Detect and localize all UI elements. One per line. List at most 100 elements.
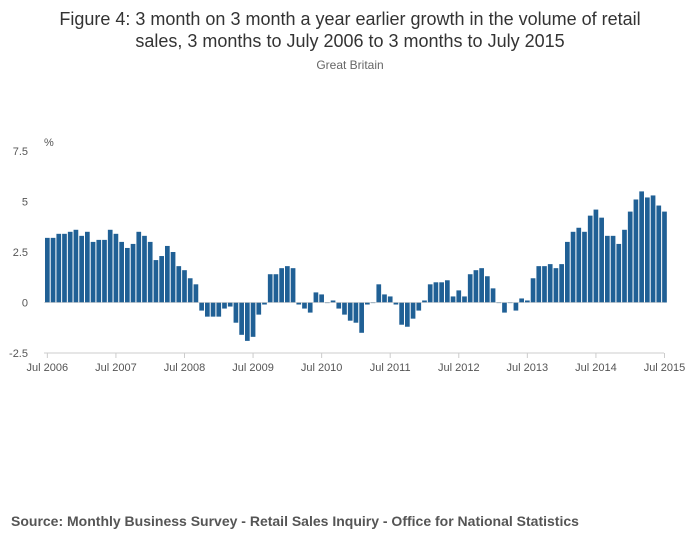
bar	[176, 266, 182, 303]
bar	[542, 266, 547, 303]
x-tick-label: Jul 2015	[644, 362, 686, 374]
bar	[393, 302, 399, 305]
bar	[405, 302, 410, 327]
bar	[439, 282, 444, 303]
x-tick-label: Jul 2014	[575, 362, 617, 374]
y-tick-label: 5	[22, 197, 28, 209]
bar	[227, 302, 233, 307]
bar	[193, 284, 199, 303]
bar	[256, 302, 262, 315]
bar	[565, 241, 570, 303]
bar	[456, 290, 462, 303]
bar	[462, 296, 467, 303]
x-tick-label: Jul 2009	[232, 362, 274, 374]
bar	[210, 302, 216, 317]
bar	[445, 280, 450, 303]
bar	[142, 235, 147, 303]
x-tick-label: Jul 2010	[301, 362, 343, 374]
bar	[616, 243, 622, 303]
chart-title: Figure 4: 3 month on 3 month a year earl…	[0, 8, 700, 52]
bar	[107, 229, 113, 303]
bar	[245, 302, 250, 341]
bar	[125, 247, 130, 303]
bar	[416, 302, 422, 311]
bar	[525, 300, 530, 303]
bar	[599, 217, 604, 303]
bar	[307, 302, 313, 313]
bar	[399, 302, 404, 325]
y-tick-label: 2.5	[13, 247, 28, 259]
bar	[267, 274, 273, 303]
bar	[450, 296, 456, 303]
bar	[262, 302, 267, 305]
x-tick-label: Jul 2013	[507, 362, 549, 374]
bar	[56, 233, 62, 303]
bar	[473, 270, 479, 303]
bar	[239, 302, 244, 335]
bar	[319, 294, 324, 303]
chart-title-line-1: Figure 4: 3 month on 3 month a year earl…	[59, 9, 641, 29]
bar	[610, 235, 616, 303]
bar	[633, 199, 639, 303]
bar	[502, 302, 507, 313]
bar	[365, 302, 370, 305]
y-tick-label: 7.5	[13, 146, 28, 158]
bar	[536, 266, 542, 303]
x-axis: Jul 2006 Jul 2007 Jul 2008 Jul 2009 Jul 2010…	[27, 352, 686, 374]
bar	[85, 231, 90, 303]
bar	[90, 241, 96, 303]
bar	[370, 302, 376, 304]
bar	[330, 300, 336, 303]
bar	[433, 282, 439, 303]
chart-title-line-2: sales, 3 months to July 2006 to 3 months…	[135, 31, 565, 51]
bar	[422, 300, 427, 303]
bar	[147, 241, 153, 303]
bar	[387, 296, 393, 303]
bar	[199, 302, 204, 311]
bar	[496, 302, 502, 304]
bar	[376, 284, 382, 303]
bar	[102, 239, 107, 303]
bar	[336, 302, 342, 309]
bar	[547, 264, 553, 303]
bar	[576, 227, 582, 303]
chart-subtitle: Great Britain	[316, 58, 384, 72]
source-note: Source: Monthly Business Survey - Retail…	[11, 513, 579, 529]
bar	[507, 302, 513, 304]
bar	[113, 233, 119, 303]
bar	[62, 233, 67, 303]
bar	[96, 239, 102, 303]
bar	[570, 231, 576, 303]
bar	[485, 276, 490, 303]
bar	[187, 278, 193, 303]
bar	[622, 229, 627, 303]
bar	[290, 268, 296, 303]
bar	[302, 302, 307, 309]
bar	[662, 211, 667, 303]
x-tick-label: Jul 2008	[164, 362, 206, 374]
bar	[170, 252, 176, 303]
bar	[233, 302, 239, 323]
bar	[656, 205, 662, 303]
bar	[153, 260, 159, 303]
bar	[216, 302, 222, 317]
bar	[159, 256, 164, 303]
bar	[45, 237, 50, 303]
bar	[382, 294, 387, 303]
bar	[359, 302, 364, 333]
bar	[279, 268, 284, 303]
bar	[427, 284, 433, 303]
bar	[593, 209, 599, 303]
bar	[136, 231, 142, 303]
y-tick-label: -2.5	[9, 348, 28, 360]
bar	[79, 235, 84, 303]
bar	[627, 211, 633, 303]
bar	[490, 288, 496, 303]
bar	[467, 274, 473, 303]
bar	[285, 266, 290, 303]
bar	[353, 302, 359, 323]
bar	[165, 245, 170, 303]
bar	[587, 215, 593, 303]
x-tick-label: Jul 2011	[370, 362, 411, 374]
x-tick-label: Jul 2007	[95, 362, 137, 374]
